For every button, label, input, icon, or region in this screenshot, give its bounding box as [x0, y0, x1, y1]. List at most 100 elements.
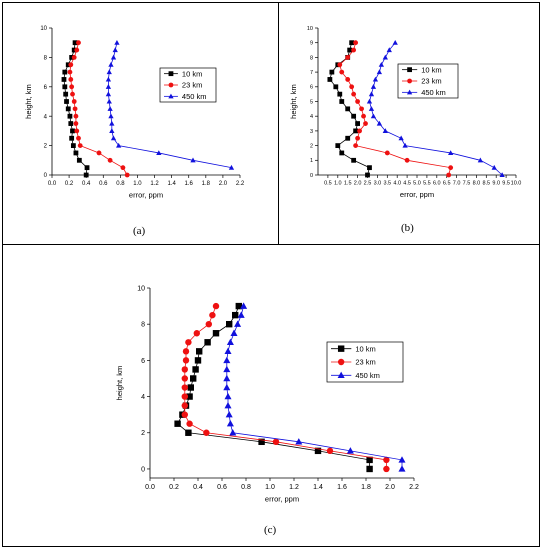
chart-a-series-0-point: [69, 135, 75, 141]
chart-b-x-tick-label: 2.0: [354, 181, 362, 187]
chart-b-x-axis-label: error, ppm: [400, 190, 434, 199]
chart-c-x-tick-label: 1.0: [265, 484, 275, 491]
chart-c-series-1-point: [212, 302, 220, 310]
chart-b-series-2-point: [477, 157, 483, 163]
chart-b-legend-marker: [407, 78, 412, 84]
chart-a-series-1-point: [77, 143, 83, 149]
chart-c-legend-marker: [337, 371, 345, 379]
chart-a-series-0-point: [71, 47, 77, 53]
chart-a-x-tick-label: 1.8: [202, 181, 211, 187]
chart-a-series-0-point: [64, 99, 69, 104]
chart-a-series-0-point: [65, 62, 71, 68]
chart-c-series-0-point: [366, 465, 373, 473]
chart-a-series-1-point: [70, 91, 75, 97]
chart-c-series-0-point: [194, 357, 202, 364]
chart-a-series-1-point: [71, 99, 77, 104]
chart-c-x-tick-label: 0.4: [193, 484, 203, 491]
chart-a-x-tick-label: 1.0: [133, 181, 142, 187]
chart-b-series-1-point: [446, 172, 452, 178]
chart-a-x-tick-label: 1.6: [185, 181, 194, 187]
chart-c-y-tick-label: 2: [141, 430, 145, 437]
chart-b-x-tick-label: 7.0: [453, 181, 461, 187]
chart-c-x-tick-label: 0.6: [217, 484, 227, 491]
chart-a-series-0-point: [62, 69, 68, 75]
chart-a-series-1-point: [73, 113, 79, 119]
chart-c-series-1-point: [383, 456, 390, 464]
chart-c-x-tick-label: 1.6: [337, 484, 347, 491]
chart-a-x-tick-label: 0.6: [99, 181, 108, 187]
chart-a-series-2-point: [105, 91, 112, 97]
chart-c-series-1-point: [181, 411, 188, 418]
chart-a-series-0-point: [63, 91, 69, 97]
chart-b-series-0-point: [355, 121, 360, 126]
chart-a-y-tick-label: 6: [44, 85, 48, 91]
chart-b-x-tick-label: 4.5: [403, 181, 411, 187]
chart-a-series-0-point: [72, 40, 78, 46]
chart-a-series-0-point: [76, 157, 82, 163]
chart-c-series-2-point: [224, 392, 232, 400]
chart-b-x-tick-label: 8.5: [482, 181, 490, 187]
chart-c-legend-marker: [337, 358, 345, 366]
chart-b-series-2-point: [448, 150, 454, 155]
chart-c-series-1-point: [181, 393, 188, 400]
chart-b-series-1-point: [359, 106, 364, 112]
chart-b-x-tick-label: 3.0: [374, 181, 382, 187]
chart-c-series-1-point: [209, 311, 216, 319]
chart-b-legend-label: 10 km: [421, 65, 441, 74]
chart-b-series-0-point: [367, 165, 372, 171]
chart-b-series-0-point: [353, 128, 359, 134]
chart-c-series-2-point: [226, 338, 234, 346]
chart-c-series-2-point: [224, 401, 232, 409]
chart-a-series-1-point: [96, 150, 102, 156]
chart-c-series-2-point: [398, 465, 406, 472]
chart-c-series-1-point: [203, 429, 210, 436]
chart-a-series-2-point: [105, 84, 112, 89]
chart-b-series-1-point: [351, 91, 357, 97]
chart-b-y-tick-label: 2: [310, 144, 313, 150]
chart-a-series-1-point: [71, 55, 77, 60]
chart-b-series-0-point: [339, 150, 345, 156]
chart-a-x-tick-label: 2.0: [219, 181, 228, 187]
chart-b-x-tick-label: 5.0: [413, 181, 421, 187]
chart-c-series-2-point: [223, 374, 231, 382]
chart-b-x-tick-label: 2.5: [364, 181, 372, 187]
chart-c-series-1-point: [182, 357, 190, 364]
panel-c-frame: [2, 244, 540, 547]
chart-a-series-1-point: [74, 128, 80, 134]
chart-a-series-0-point: [61, 77, 67, 82]
chart-b-y-tick-label: 9: [310, 41, 313, 47]
chart-a-series-0-point: [65, 106, 71, 112]
chart-c-series-0-point: [186, 393, 193, 400]
chart-b-x-tick-label: 4.0: [393, 181, 401, 187]
chart-a-x-tick-label: 0.8: [116, 181, 125, 187]
chart-c-series-1-point: [181, 402, 188, 409]
chart-a-series-0-point: [73, 150, 79, 156]
chart-c-series-2-point: [226, 420, 234, 427]
chart-a-y-tick-label: 0: [44, 173, 48, 179]
chart-c-series-2-point: [224, 347, 232, 355]
chart-c-series-0-point: [226, 320, 233, 328]
caption-b: (b): [401, 222, 414, 234]
chart-b-series-1-point: [337, 62, 343, 68]
chart-a-series-0-point: [83, 172, 89, 178]
chart-b-series-1-point: [339, 69, 345, 75]
chart-c-series-0-point: [192, 366, 199, 373]
chart-b-y-tick-label: 4: [310, 114, 313, 120]
chart-b-x-tick-label: 10.0: [511, 181, 522, 187]
chart-c-series-2-point: [237, 311, 245, 318]
chart-b-series-1-point: [349, 84, 355, 90]
chart-c-series-2-point: [223, 383, 231, 391]
chart-b-series-0-point: [337, 91, 343, 97]
chart-a-series-2-point: [108, 113, 114, 119]
chart-b-series-1-point: [355, 99, 360, 104]
chart-c-series-0-point: [258, 438, 265, 446]
chart-a-x-tick-label: 1.4: [167, 181, 176, 187]
chart-b-series-1-point: [351, 47, 357, 53]
chart-c-y-tick-label: 8: [141, 322, 145, 329]
chart-b-series-1-point: [363, 121, 368, 126]
chart-a-series-0-point: [62, 84, 68, 90]
chart-b-series-2-point: [368, 91, 375, 97]
caption-c: (c): [264, 524, 277, 536]
chart-a-series-2-point: [110, 54, 117, 60]
